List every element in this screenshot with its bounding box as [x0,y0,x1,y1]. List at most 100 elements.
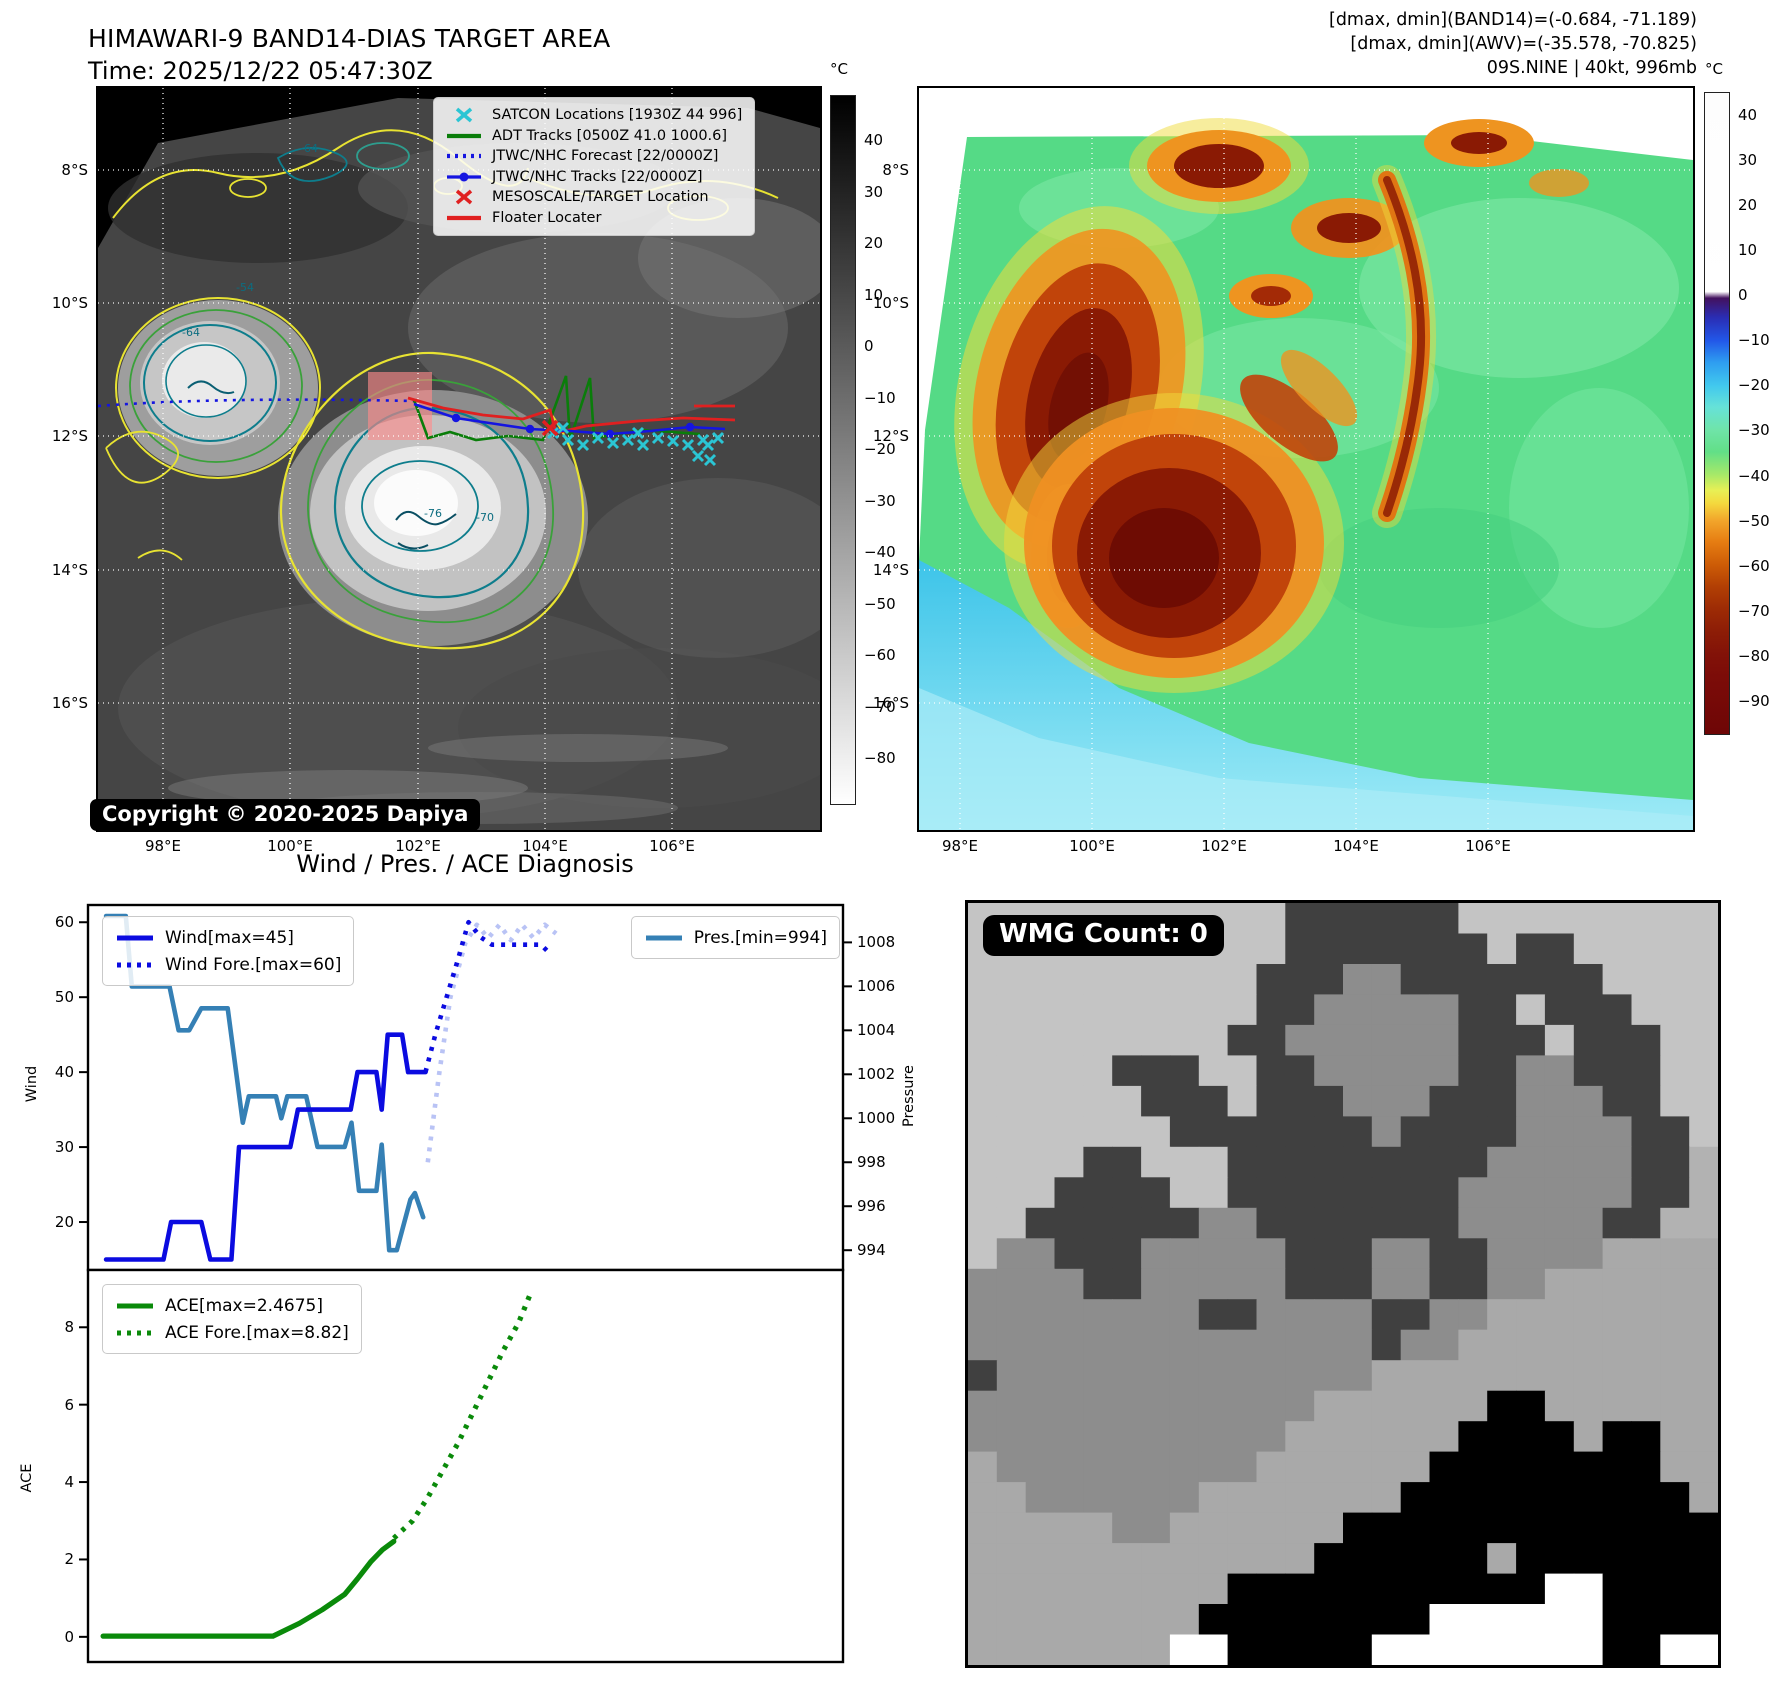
right-map-xtick: 100°E [1069,837,1115,855]
contour-label: -64 [182,326,200,339]
chart-title: Wind / Pres. / ACE Diagnosis [296,850,634,878]
left-map-ytick: 8°S [61,161,88,179]
right-map-ytick: 12°S [872,427,909,445]
satcon-marker [606,436,619,449]
wind-ytick: 60 [54,913,74,932]
satcon-marker [691,449,704,462]
band14-colorbar-tick: −20 [864,440,896,458]
band14-colorbar-tick: −40 [864,543,896,561]
band14-colorbar-unit: °C [830,60,848,78]
band14-colorbar [830,95,856,805]
awv-colorbar-tick: 20 [1738,195,1758,214]
band14-colorbar-tick: 0 [864,337,874,355]
wind-ytick: 40 [54,1063,74,1082]
awv-colorbar-tick: −30 [1738,421,1770,440]
ace-ytick: 4 [64,1473,74,1492]
wmg-count-badge: WMG Count: 0 [983,915,1224,956]
left-map-xtick: 104°E [522,837,568,855]
satcon-marker [591,431,604,444]
legend-item-label: ADT Tracks [0500Z 41.0 1000.6] [492,127,728,144]
right-map-ytick: 14°S [872,561,909,579]
satcon-marker [621,433,634,446]
legend-item: ACE Fore.[max=8.82] [115,1319,349,1346]
line-icon [447,215,481,220]
legend-item-label: ACE[max=2.4675] [165,1295,323,1316]
band14-colorbar-tick: −30 [864,491,896,510]
series-wind-fore-max-60- [423,919,551,1073]
pressure-ytick: 1008 [857,933,896,952]
jtwc-forecast-track [97,397,414,407]
awv-colorbar-tick: −20 [1738,376,1770,395]
band14-colorbar-tick: 20 [864,234,884,252]
legend-item-label: JTWC/NHC Forecast [22/0000Z] [492,148,719,165]
line-with-dot-icon [447,172,481,182]
pressure-ytick: 996 [857,1197,886,1216]
pressure-legend: Pres.[min=994] [630,916,840,959]
pressure-ytick: 1000 [857,1109,896,1128]
left-map-ytick: 10°S [51,294,88,312]
awv-colorbar-tick: −70 [1738,601,1770,620]
band14-colorbar-tick: −60 [864,646,896,664]
awv-colorbar-tick: −60 [1738,556,1770,575]
annotation-awv: [dmax, dmin](AWV)=(-35.578, -70.825) [1350,34,1697,54]
right-map-xtick: 106°E [1465,837,1511,855]
ace-legend: ACE[max=2.4675] ACE Fore.[max=8.82] [102,1284,362,1354]
awv-colorbar-tick: −90 [1738,692,1770,711]
satcon-marker [711,431,724,444]
legend-item-label: MESOSCALE/TARGET Location [492,189,709,206]
awv-satellite-image [918,87,1693,830]
band14-colorbar-tick: −70 [864,697,896,716]
contour-label: -76 [424,507,442,520]
line-icon [117,935,153,940]
satcon-marker [703,453,716,466]
legend-item: Pres.[min=994] [644,924,827,951]
legend-item: JTWC/NHC Tracks [22/0000Z] [446,167,742,188]
line-icon [117,1303,153,1308]
awv-colorbar-tick: 10 [1738,240,1758,259]
floater-track [407,396,735,435]
band14-colorbar-tick: 40 [864,131,884,149]
timestamp: Time: 2025/12/22 05:47:30Z [88,57,433,85]
ace-ytick: 0 [64,1627,74,1646]
awv-north-cold-band [1128,117,1589,318]
left-map-ytick: 16°S [51,694,88,712]
copyright-badge: Copyright © 2020-2025 Dapiya [90,799,481,831]
ace-ytick: 6 [64,1395,74,1414]
ace-ytick: 2 [64,1550,74,1569]
line-icon [447,133,481,138]
band14-colorbar-tick: 10 [864,285,884,304]
awv-colorbar-unit: °C [1705,60,1723,78]
annotation-storm-id: 09S.NINE | 40kt, 996mb [1486,58,1697,78]
satcon-marker [681,438,694,451]
dmax-dmin-annotations: [dmax, dmin](BAND14)=(-0.684, -71.189) [… [1329,8,1697,80]
legend-item-label: ACE Fore.[max=8.82] [165,1322,349,1343]
page-title: HIMAWARI-9 BAND14-DIAS TARGET AREA [88,24,611,53]
pressure-ytick: 1002 [857,1065,896,1084]
pressure-ytick: 994 [857,1241,886,1260]
awv-central-cold-blob [1003,349,1357,693]
satcon-marker [561,433,574,446]
ace-ytick: 8 [64,1318,74,1337]
right-map-xtick: 102°E [1201,837,1247,855]
legend-item: SATCON Locations [1930Z 44 996] [446,105,742,126]
band14-colorbar-tick: −10 [864,388,896,407]
legend-item-label: Pres.[min=994] [693,927,827,948]
awv-colorbar [1704,92,1730,735]
legend-item-label: Wind Fore.[max=60] [165,954,342,975]
legend-item-label: SATCON Locations [1930Z 44 996] [492,107,743,124]
awv-colorbar-tick: 40 [1738,105,1758,124]
wmg-panel [965,900,1721,1668]
legend-item-label: Wind[max=45] [165,927,294,948]
satcon-marker [556,421,569,434]
band14-colorbar-tick: 30 [864,182,884,201]
jtwc-track [413,402,725,435]
wind-ytick: 50 [54,988,74,1007]
contour-label: -64 [300,142,318,155]
left-map-xtick: 106°E [649,837,695,855]
mesoscale-marker [541,419,558,436]
x-marker-icon [455,107,473,123]
pressure-ytick: 1006 [857,977,896,996]
left-map-ytick: 12°S [51,427,88,445]
